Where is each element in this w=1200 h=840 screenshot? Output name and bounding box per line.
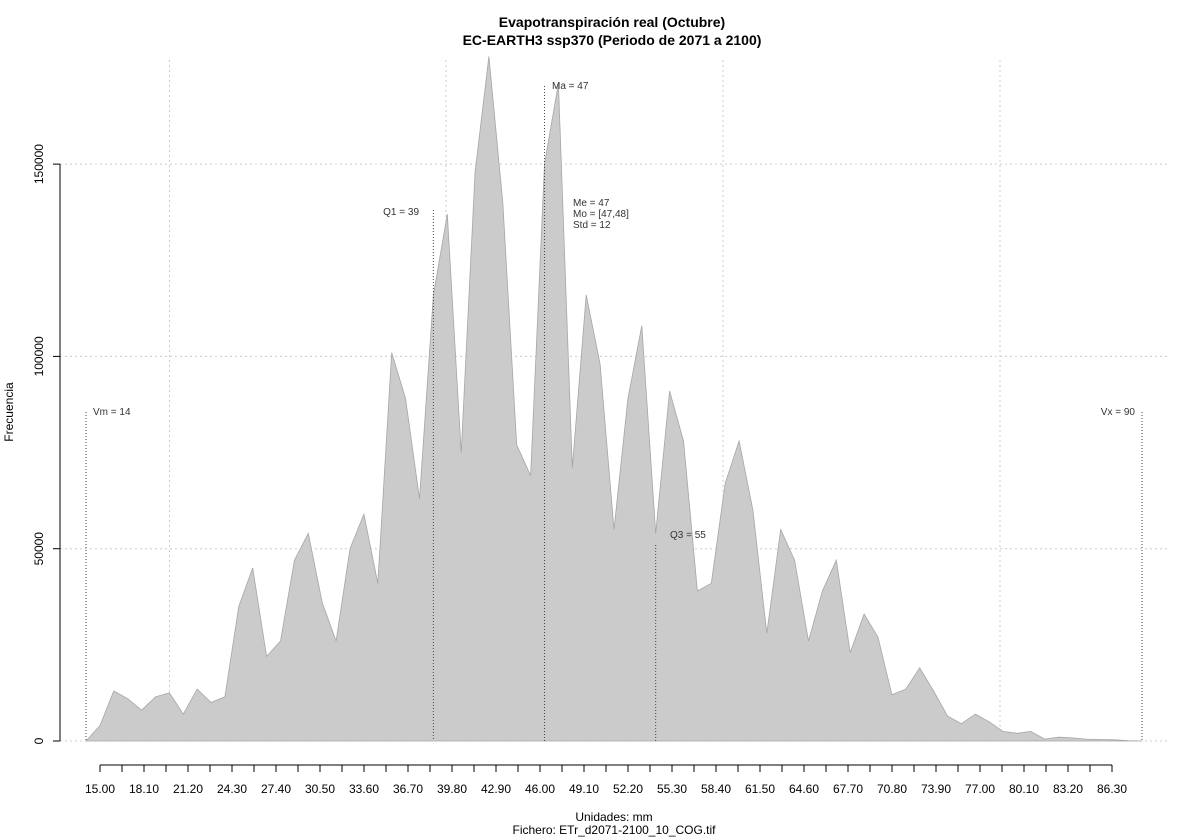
- x-tick-label: 15.00: [85, 782, 115, 796]
- chart-title: Evapotranspiración real (Octubre): [499, 14, 725, 30]
- annotation-std: Std = 12: [573, 220, 611, 231]
- x-tick-label: 64.60: [789, 782, 819, 796]
- x-tick-label: 67.70: [833, 782, 863, 796]
- chart-subtitle: EC-EARTH3 ssp370 (Periodo de 2071 a 2100…: [463, 32, 762, 48]
- annotation-ma: Ma = 47: [552, 81, 589, 92]
- x-tick-label: 24.30: [217, 782, 247, 796]
- y-tick-label: 150000: [32, 144, 46, 184]
- annotation-vm: Vm = 14: [93, 407, 131, 418]
- x-tick-label: 33.60: [349, 782, 379, 796]
- y-tick-label: 100000: [32, 336, 46, 376]
- x-tick-label: 70.80: [877, 782, 907, 796]
- y-axis-label: Frecuencia: [2, 382, 16, 442]
- x-axis-label: Unidades: mm: [575, 810, 652, 824]
- x-tick-label: 83.20: [1053, 782, 1083, 796]
- file-caption: Fichero: ETr_d2071-2100_10_COG.tif: [513, 823, 717, 837]
- x-tick-label: 86.30: [1097, 782, 1127, 796]
- x-tick-label: 42.90: [481, 782, 511, 796]
- x-tick-label: 55.30: [657, 782, 687, 796]
- annotation-q1: Q1 = 39: [383, 207, 419, 218]
- annotation-me: Me = 47: [573, 198, 610, 209]
- x-tick-label: 18.10: [129, 782, 159, 796]
- x-axis: 15.00 18.10 21.20 24.30 27.40 30.50 33.60 36.70…: [85, 764, 1127, 796]
- marker-lines: [85, 86, 1143, 741]
- x-tick-label: 58.40: [701, 782, 731, 796]
- x-tick-label: 52.20: [613, 782, 643, 796]
- x-tick-label: 49.10: [569, 782, 599, 796]
- x-tick-label: 46.00: [525, 782, 555, 796]
- x-tick-label: 73.90: [921, 782, 951, 796]
- annotation-mo: Mo = [47,48]: [573, 209, 629, 220]
- annotation-vx: Vx = 90: [1101, 407, 1136, 418]
- x-tick-label: 30.50: [305, 782, 335, 796]
- x-tick-label: 21.20: [173, 782, 203, 796]
- frequency-area: [85, 56, 1143, 742]
- x-tick-label: 61.50: [745, 782, 775, 796]
- y-tick-label: 50000: [32, 532, 46, 566]
- x-tick-label: 36.70: [393, 782, 423, 796]
- x-tick-label: 80.10: [1009, 782, 1039, 796]
- y-tick-label: 0: [32, 737, 46, 744]
- y-axis: 0 50000 100000 150000: [32, 144, 61, 744]
- x-tick-label: 27.40: [261, 782, 291, 796]
- annotation-q3: Q3 = 55: [670, 530, 706, 541]
- x-tick-label: 39.80: [437, 782, 467, 796]
- x-tick-label: 77.00: [965, 782, 995, 796]
